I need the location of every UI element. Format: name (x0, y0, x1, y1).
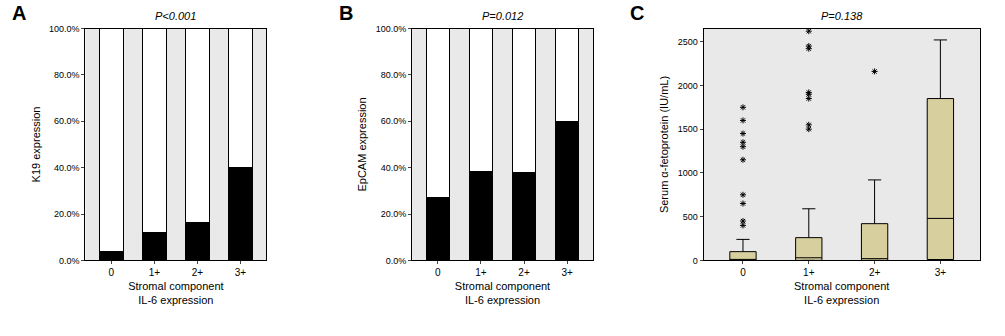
svg-text:3+: 3+ (235, 267, 247, 278)
svg-text:Serum α-fetoprotein (IU/mL): Serum α-fetoprotein (IU/mL) (658, 76, 670, 213)
svg-text:100.0%: 100.0% (376, 24, 407, 34)
svg-text:P=0.138: P=0.138 (821, 10, 863, 22)
svg-text:0: 0 (693, 256, 698, 266)
svg-text:2+: 2+ (869, 267, 881, 278)
svg-text:A: A (12, 2, 26, 24)
svg-text:3+: 3+ (561, 267, 573, 278)
svg-text:40.0%: 40.0% (381, 163, 407, 173)
svg-text:1+: 1+ (149, 267, 161, 278)
svg-text:40.0%: 40.0% (54, 163, 80, 173)
svg-text:1+: 1+ (803, 267, 815, 278)
svg-text:K19 expression: K19 expression (30, 107, 42, 183)
svg-text:C: C (630, 2, 644, 24)
svg-text:Stromal componentIL-6 expressi: Stromal componentIL-6 expression (128, 280, 223, 306)
svg-text:60.0%: 60.0% (54, 116, 80, 126)
svg-text:2+: 2+ (518, 267, 530, 278)
svg-text:P<0.001: P<0.001 (155, 10, 196, 22)
svg-text:0.0%: 0.0% (386, 256, 407, 266)
svg-text:1500: 1500 (678, 124, 698, 134)
svg-text:2+: 2+ (192, 267, 204, 278)
svg-text:0: 0 (435, 267, 441, 278)
svg-text:Stromal componentIL-6 expressi: Stromal componentIL-6 expression (794, 280, 889, 306)
svg-text:100.0%: 100.0% (49, 24, 80, 34)
svg-text:1000: 1000 (678, 168, 698, 178)
svg-text:60.0%: 60.0% (381, 116, 407, 126)
svg-text:Stromal componentIL-6 expressi: Stromal componentIL-6 expression (455, 280, 550, 306)
svg-text:2000: 2000 (678, 81, 698, 91)
svg-text:B: B (339, 2, 353, 24)
svg-text:80.0%: 80.0% (54, 70, 80, 80)
svg-text:0.0%: 0.0% (59, 256, 80, 266)
svg-text:500: 500 (683, 212, 698, 222)
svg-text:20.0%: 20.0% (54, 209, 80, 219)
svg-text:P=0.012: P=0.012 (482, 10, 523, 22)
svg-text:80.0%: 80.0% (381, 70, 407, 80)
svg-text:0: 0 (108, 267, 114, 278)
svg-text:2500: 2500 (678, 37, 698, 47)
svg-text:20.0%: 20.0% (381, 209, 407, 219)
svg-text:EpCAM expression: EpCAM expression (356, 97, 368, 191)
svg-text:0: 0 (740, 267, 746, 278)
svg-text:3+: 3+ (935, 267, 947, 278)
svg-text:1+: 1+ (475, 267, 487, 278)
